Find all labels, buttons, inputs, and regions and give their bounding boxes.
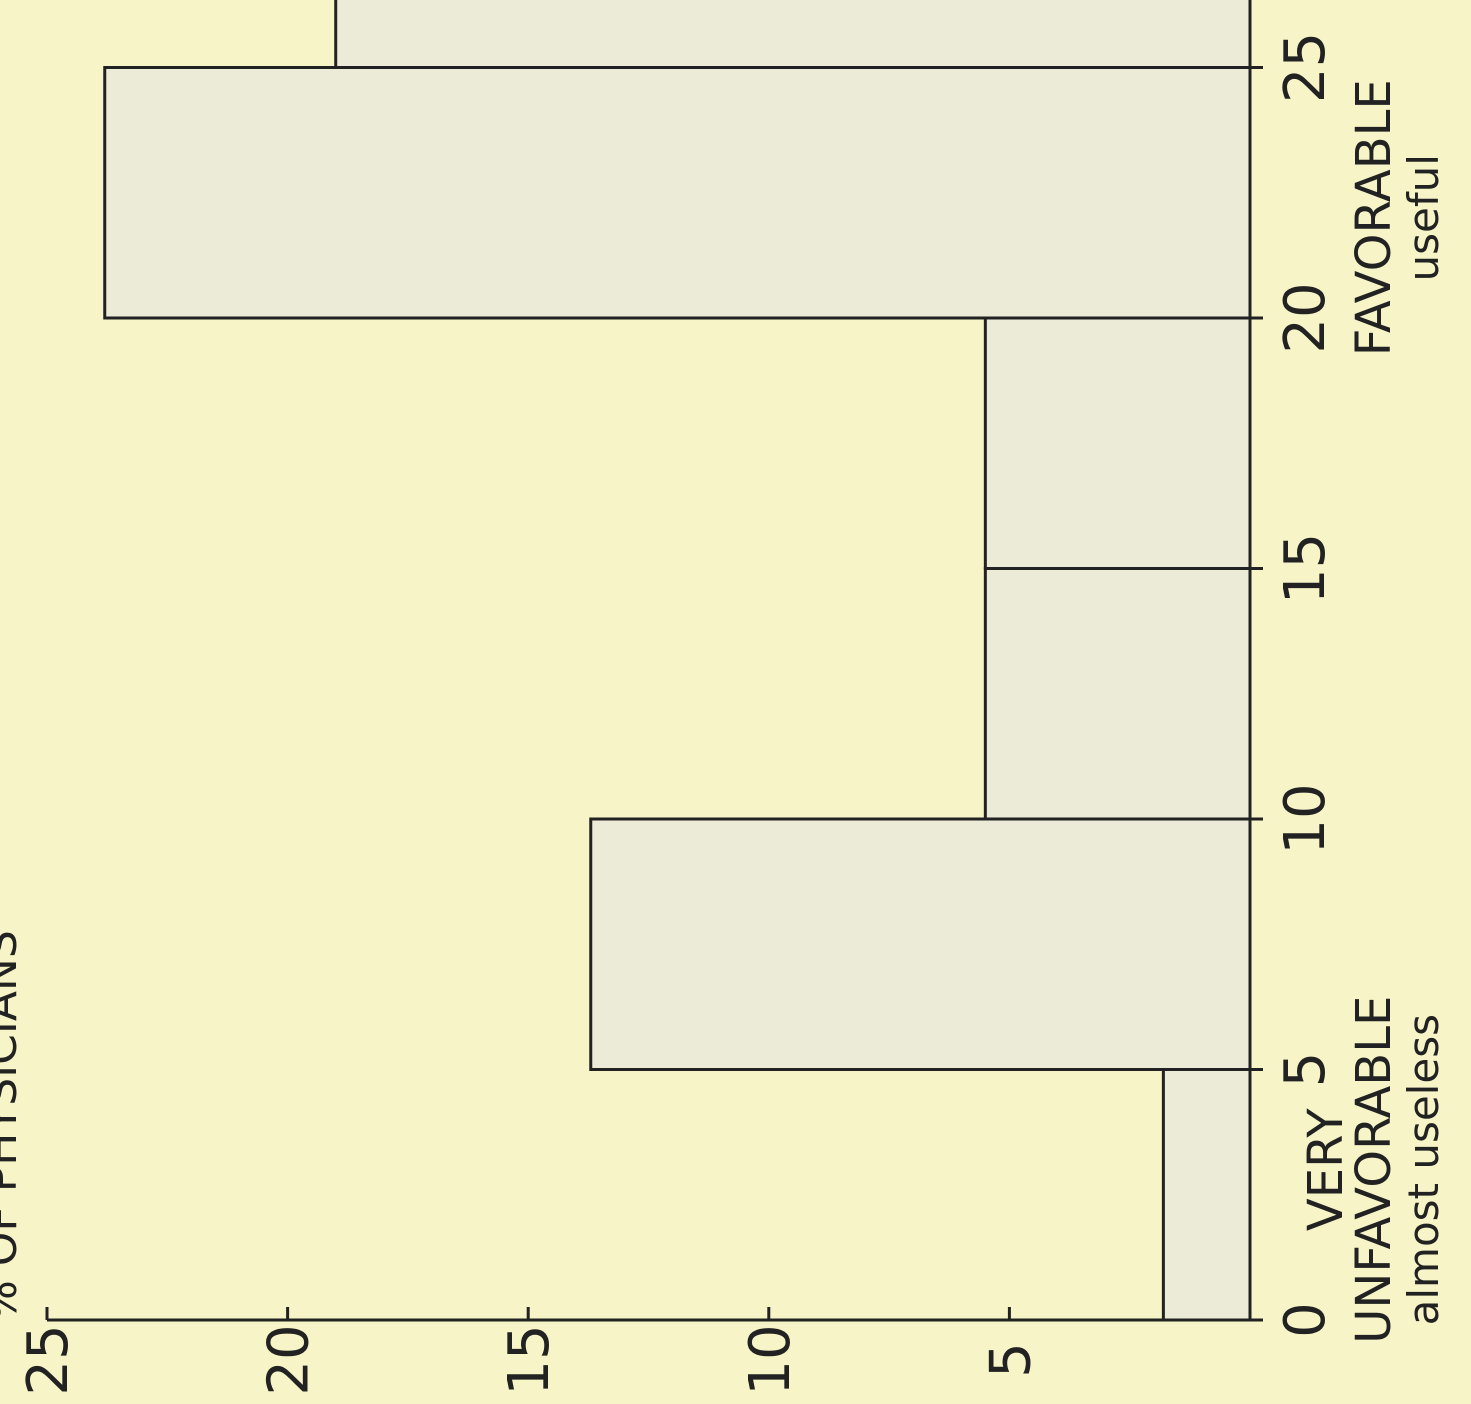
value-tick-label-0: 25 xyxy=(16,1324,81,1395)
category-label-0-line-0: VERY xyxy=(1298,1108,1354,1231)
category-sublabel-1: useful xyxy=(1399,154,1448,281)
histogram-bar-4 xyxy=(103,66,1252,320)
value-tick-label-1: 20 xyxy=(257,1324,322,1395)
histogram-bar-2 xyxy=(983,567,1252,821)
histogram-bar-1 xyxy=(589,817,1252,1071)
bin-tick-label-4: 20 xyxy=(1273,282,1338,353)
category-label-0-line-1: UNFAVORABLE xyxy=(1346,996,1402,1344)
y-axis-title: % OF PHYSICIANS xyxy=(0,930,27,1322)
bin-tick-label-0: 0 xyxy=(1273,1302,1338,1338)
bin-tick-label-3: 15 xyxy=(1273,533,1338,604)
category-sublabel-0: almost useless xyxy=(1399,1014,1448,1325)
histogram-bar-3 xyxy=(983,316,1252,570)
category-label-1-line-0: FAVORABLE xyxy=(1346,79,1402,356)
value-tick-label-2: 15 xyxy=(497,1324,562,1395)
histogram-bar-0 xyxy=(1161,1068,1252,1322)
bin-tick-label-1: 5 xyxy=(1273,1052,1338,1088)
bin-tick-label-2: 10 xyxy=(1273,783,1338,854)
histogram-bar-5 xyxy=(334,0,1252,69)
value-tick-label-4: 5 xyxy=(978,1342,1043,1378)
bin-tick-label-5: 25 xyxy=(1273,32,1338,103)
value-tick-label-3: 10 xyxy=(738,1324,803,1395)
